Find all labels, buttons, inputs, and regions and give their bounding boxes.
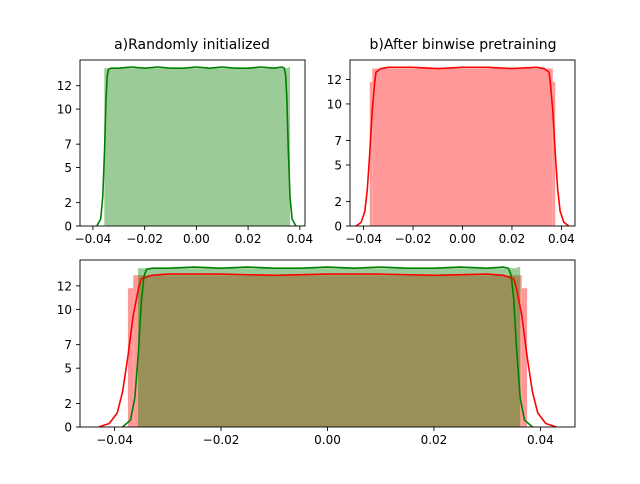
panel-b-ytick-label-0: 0 bbox=[334, 220, 342, 234]
panel-a-title: a)Randomly initialized bbox=[114, 37, 270, 53]
panel-b-plot-area bbox=[355, 66, 570, 226]
panel-c-overlap-bar-0 bbox=[138, 275, 517, 427]
panel-a-kde-line-s0 bbox=[96, 66, 297, 226]
panel-c-xtick-label-2: 0.00 bbox=[314, 433, 341, 447]
panel-b-bar-s0-1 bbox=[372, 68, 553, 226]
panel-a-plot-area bbox=[96, 66, 297, 226]
panel-a-ytick-label-5: 12 bbox=[57, 79, 72, 93]
panel-c-kde-line-s0 bbox=[98, 273, 557, 427]
panel-a-axes-frame bbox=[79, 59, 306, 227]
panel-c-xtick-label-1: −0.02 bbox=[203, 433, 240, 447]
panel-c-ytick-label-3: 7 bbox=[64, 338, 72, 352]
panel-b-ytick-label-5: 12 bbox=[327, 73, 342, 87]
panel-c-xtick-label-0: −0.04 bbox=[96, 433, 133, 447]
panel-c-ytick-label-2: 5 bbox=[64, 362, 72, 376]
panel-b-xtick-label-0: −0.04 bbox=[345, 232, 382, 246]
panel-a-bar-s0-1 bbox=[288, 67, 290, 226]
panel-a: a)Randomly initialized −0.04 −0.02 0.00 0.0… bbox=[57, 37, 313, 246]
panel-c-ytick-label-0: 0 bbox=[64, 421, 72, 435]
panel-a-xtick-label-3: 0.02 bbox=[235, 232, 262, 246]
panel-a-bar-s0-0 bbox=[104, 68, 289, 226]
panel-a-xtick-label-4: 0.04 bbox=[286, 232, 313, 246]
panel-b-xtick-label-1: −0.02 bbox=[395, 232, 432, 246]
panel-a-ytick-label-2: 5 bbox=[64, 161, 72, 175]
panel-c-bar-s0-2 bbox=[521, 288, 528, 427]
panel-b-ytick-label-4: 10 bbox=[327, 97, 342, 111]
panel-b-bar-s0-2 bbox=[552, 81, 556, 226]
panel-a-ytick-label-4: 10 bbox=[57, 103, 72, 117]
panel-b-title: b)After binwise pretraining bbox=[370, 37, 557, 53]
panel-c: −0.04 −0.02 0.00 0.02 0.04 0 2 5 7 10 12 bbox=[57, 259, 576, 447]
panel-a-xtick-label-0: −0.04 bbox=[75, 232, 112, 246]
panel-b-ytick-label-2: 5 bbox=[334, 158, 342, 172]
panel-a-ytick-label-3: 7 bbox=[64, 138, 72, 152]
panel-c-kde-line-s1 bbox=[122, 266, 533, 427]
panel-c-ytick-label-4: 10 bbox=[57, 303, 72, 317]
panel-b-ytick-label-1: 2 bbox=[334, 195, 342, 209]
panel-b-xtick-label-3: 0.02 bbox=[499, 232, 526, 246]
panel-b-kde-line-s0 bbox=[355, 66, 570, 226]
panel-a-xtick-label-1: −0.02 bbox=[126, 232, 163, 246]
panel-c-ytick-label-1: 2 bbox=[64, 397, 72, 411]
panel-c-ytick-label-5: 12 bbox=[57, 279, 72, 293]
panel-c-plot-area bbox=[98, 266, 557, 427]
panel-c-xtick-label-4: 0.04 bbox=[527, 433, 554, 447]
panel-c-xtick-label-3: 0.02 bbox=[421, 433, 448, 447]
panel-b-xtick-label-4: 0.04 bbox=[548, 232, 575, 246]
panel-b: b)After binwise pretraining −0.04 −0.02 0.… bbox=[327, 37, 576, 246]
panel-a-ytick-label-1: 2 bbox=[64, 196, 72, 210]
panel-b-bar-s0-0 bbox=[369, 81, 373, 226]
panel-c-bar-s0-0 bbox=[127, 288, 134, 427]
panel-c-overlap-bar-1 bbox=[516, 275, 521, 427]
panel-b-ytick-label-3: 7 bbox=[334, 134, 342, 148]
panel-a-xtick-label-2: 0.00 bbox=[183, 232, 210, 246]
panel-a-ytick-label-0: 0 bbox=[64, 220, 72, 234]
panel-b-xtick-label-2: 0.00 bbox=[449, 232, 476, 246]
